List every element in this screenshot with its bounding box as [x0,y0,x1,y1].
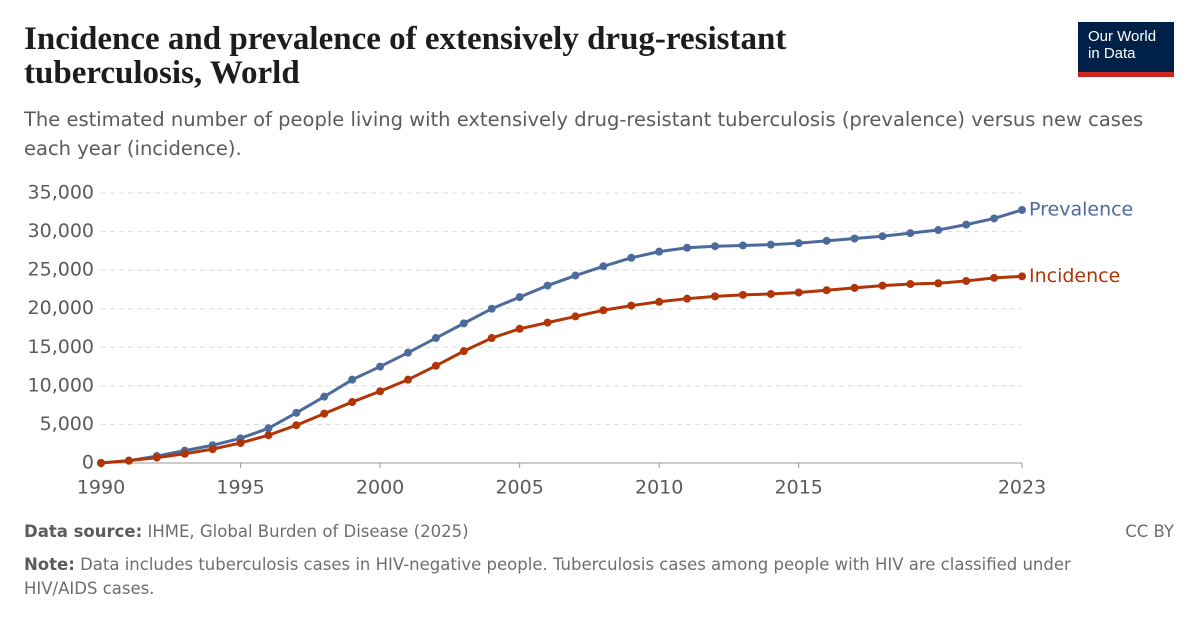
data-point [822,236,831,245]
y-tick-label: 30,000 [28,220,94,242]
data-point [376,362,385,371]
data-point [124,456,133,465]
data-point [766,240,775,249]
data-point [711,292,719,301]
note-text: Data includes tuberculosis cases in HIV-… [24,555,1071,598]
data-point [376,387,385,396]
y-tick-label: 25,000 [28,259,94,281]
data-point [683,243,692,252]
data-point [97,459,105,467]
data-point [264,424,273,433]
y-tick-label: 0 [82,452,94,474]
data-point [794,288,803,297]
y-tick-label: 15,000 [28,336,94,358]
x-tick-label: 2000 [356,477,404,499]
x-tick-label: 2005 [495,477,543,499]
data-point [766,290,775,299]
data-point [738,290,747,299]
series-line [100,274,1023,465]
data-point [487,334,496,343]
data-point [348,375,357,384]
data-point [487,304,496,313]
series-label: Prevalence [1029,198,1133,220]
data-point [711,242,719,251]
data-point [180,449,189,458]
data-point [878,232,887,241]
data-point [934,279,943,288]
logo[interactable]: Our World in Data [1078,22,1174,77]
y-tick-label: 35,000 [28,182,94,204]
data-point [292,408,301,417]
data-point [515,324,524,333]
data-point [627,253,636,262]
data-point [292,421,301,430]
data-point [738,241,747,250]
data-point [264,431,273,440]
data-point [543,281,552,290]
data-point [962,220,971,229]
data-point [571,312,580,321]
series-line [100,208,1023,465]
x-tick-label: 1995 [216,477,264,499]
data-point [1018,205,1026,214]
data-point [404,375,412,384]
chart-title: Incidence and prevalence of extensively … [24,21,787,91]
data-point [543,318,552,327]
x-tick-label: 2015 [775,477,823,499]
data-point [850,234,859,243]
x-tick-label: 2023 [998,477,1046,499]
data-point [459,319,468,328]
chart-subtitle: The estimated number of people living wi… [24,108,1144,160]
data-point [850,283,859,292]
data-point [990,214,999,223]
data-point [404,348,412,357]
data-point [599,262,608,271]
y-tick-label: 10,000 [28,374,94,396]
source-label: Data source: [24,522,143,541]
data-point [431,361,440,370]
y-tick-label: 20,000 [28,297,94,319]
data-point [878,281,887,290]
data-point [1018,272,1026,281]
source-text: IHME, Global Burden of Disease (2025) [147,522,469,541]
data-point [627,301,636,310]
x-tick-label: 1990 [77,477,125,499]
note: Note: Data includes tuberculosis cases i… [24,553,1144,601]
data-point [794,239,803,248]
data-point [906,280,915,289]
data-point [571,271,580,280]
data-point [906,229,915,238]
data-point [236,438,245,447]
data-point [962,276,971,285]
x-tick-label: 2010 [635,477,683,499]
data-point [152,453,161,462]
data-point [683,294,692,303]
data-point [459,347,468,356]
data-point [990,273,999,282]
y-tick-label: 5,000 [40,413,94,435]
data-point [655,247,664,256]
data-point [320,409,329,418]
data-point [655,297,664,306]
data-point [515,293,524,302]
source: Data source: IHME, Global Burden of Dise… [24,520,469,544]
data-point [208,445,217,454]
data-point [348,398,357,407]
data-point [822,286,831,295]
data-point [320,392,329,401]
note-label: Note: [24,555,75,574]
series-label: Incidence [1029,265,1120,287]
data-point [934,226,943,235]
data-point [431,334,440,343]
data-point [599,306,608,315]
license[interactable]: CC BY [1125,522,1174,541]
